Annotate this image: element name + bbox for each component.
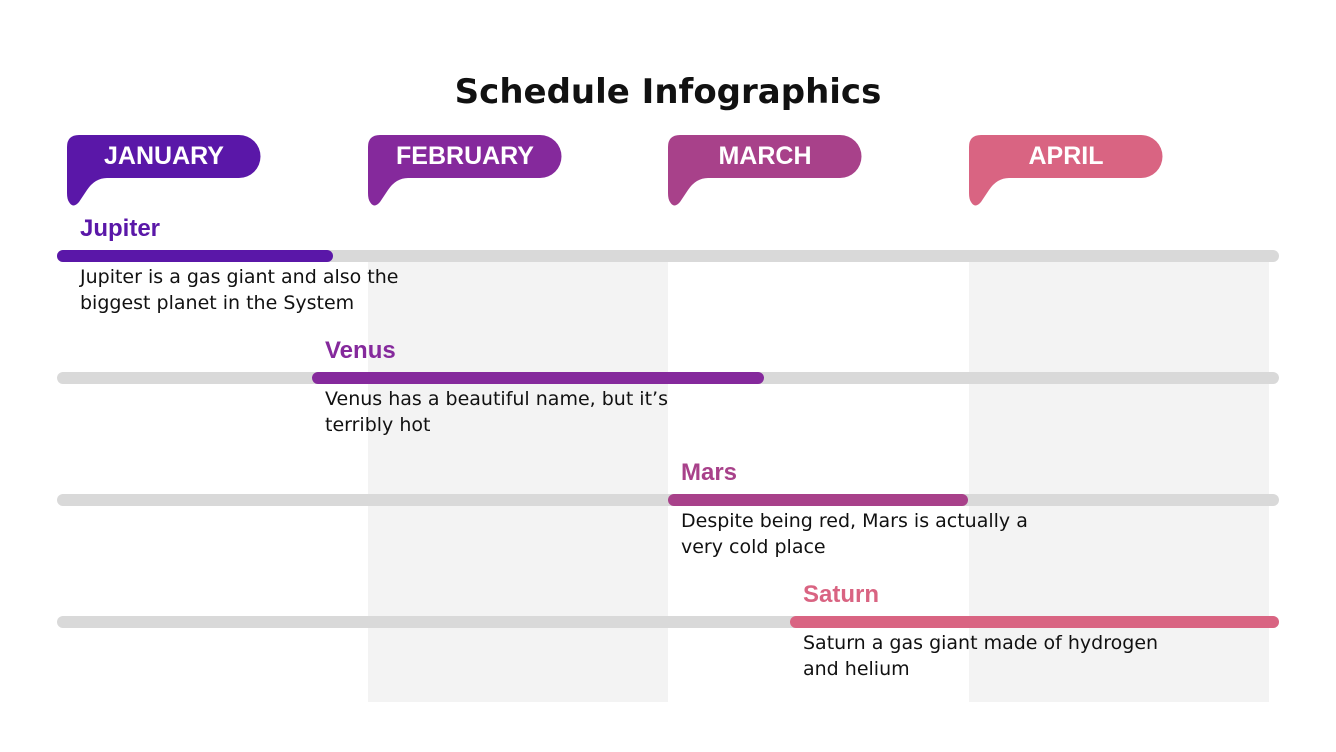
speech-bubble-shape — [969, 135, 1163, 206]
month-label: APRIL — [1028, 142, 1104, 170]
month-tag-january: JANUARY — [67, 135, 267, 210]
task-description: Saturn a gas giant made of hydrogen and … — [803, 632, 1159, 680]
task-description: Jupiter is a gas giant and also the bigg… — [80, 266, 399, 314]
month-tag-february: FEBRUARY — [368, 135, 568, 210]
task-bar — [57, 250, 333, 262]
month-tag-march: MARCH — [668, 135, 868, 210]
task-bar — [312, 372, 764, 384]
task-bar — [790, 616, 1279, 628]
task-description: Venus has a beautiful name, but it’s ter… — [325, 388, 668, 436]
speech-bubble-shape — [67, 135, 261, 206]
month-label: JANUARY — [104, 142, 224, 170]
speech-bubble-shape — [668, 135, 862, 206]
task-name: Jupiter — [80, 215, 161, 242]
timeline-track — [57, 250, 1279, 262]
february-column-shade — [368, 262, 668, 702]
month-label: FEBRUARY — [396, 142, 534, 170]
task-bar — [668, 494, 968, 506]
month-label: MARCH — [718, 142, 812, 170]
task-description: Despite being red, Mars is actually a ve… — [681, 510, 1028, 558]
speech-bubble-shape — [368, 135, 562, 206]
task-name: Venus — [325, 337, 396, 364]
task-name: Mars — [681, 459, 738, 486]
april-column-shade — [969, 262, 1269, 702]
page-title: Schedule Infographics — [454, 72, 882, 112]
task-name: Saturn — [803, 581, 880, 608]
month-tag-april: APRIL — [969, 135, 1169, 210]
